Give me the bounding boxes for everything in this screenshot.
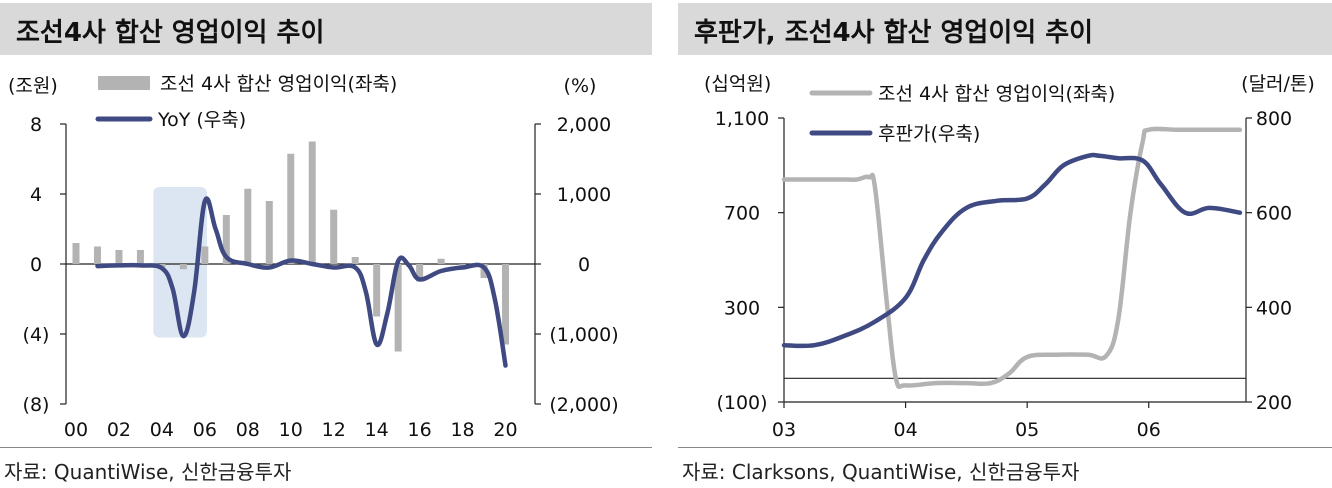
bar-operating-profit [502, 264, 510, 345]
x-tick-label: 14 [365, 419, 389, 441]
right-title-bar: 후판가, 조선4사 합산 영업이익 추이 [678, 3, 1332, 55]
bar-operating-profit [72, 243, 80, 264]
line-yoy [95, 196, 508, 368]
legend-label-profit: 조선 4사 합산 영업이익(좌축) [878, 83, 1115, 105]
legend-swatch-bar [98, 76, 150, 90]
x-tick-label: 05 [1015, 419, 1039, 441]
right-footer-divider [678, 447, 1332, 448]
bar-operating-profit [93, 246, 101, 264]
y-right-tick-label: (2,000) [549, 394, 618, 416]
bar-operating-profit [244, 188, 252, 264]
left-title-bar: 조선4사 합산 영업이익 추이 [0, 3, 652, 55]
y-right-tick-label: 2,000 [557, 114, 611, 136]
x-tick-label: 04 [150, 419, 174, 441]
x-tick-label: 08 [236, 419, 260, 441]
legend-label-line: YoY (우축) [157, 109, 246, 131]
y-left-tick-label: (100) [716, 392, 767, 414]
y-right-unit: (%) [564, 75, 597, 97]
y-right-tick-label: 1,000 [557, 184, 611, 206]
y-left-tick-label: 700 [724, 203, 760, 225]
x-tick-label: 04 [893, 419, 917, 441]
bar-operating-profit [480, 264, 488, 278]
bar-operating-profit [136, 250, 144, 264]
right-chart-title: 후판가, 조선4사 합산 영업이익 추이 [694, 18, 1094, 48]
line-operating-profit [781, 126, 1243, 390]
y-left-tick-label: 0 [30, 254, 42, 276]
y-left-tick-label: 4 [30, 184, 42, 206]
x-tick-label: 06 [1137, 419, 1161, 441]
x-tick-label: 02 [107, 419, 131, 441]
bar-operating-profit [416, 264, 424, 282]
x-tick-label: 16 [408, 419, 432, 441]
y-right-tick-label: 0 [578, 254, 590, 276]
y-left-tick-label: 300 [724, 297, 760, 319]
x-tick-label: 20 [493, 419, 517, 441]
y-left-unit: (십억원) [704, 73, 771, 95]
x-tick-label: 18 [450, 419, 474, 441]
bar-operating-profit [287, 153, 295, 264]
bar-operating-profit [265, 201, 273, 264]
y-left-tick-label: (8) [23, 394, 50, 416]
y-right-unit: (달러/톤) [1241, 73, 1315, 95]
x-tick-label: 12 [322, 419, 346, 441]
bar-operating-profit [179, 264, 187, 270]
legend-label-plate: 후판가(우축) [878, 123, 980, 145]
left-footer-divider [0, 447, 652, 448]
y-right-tick-label: 200 [1256, 392, 1292, 414]
y-right-tick-label: 800 [1256, 108, 1292, 130]
x-tick-label: 03 [772, 419, 796, 441]
x-tick-label: 10 [279, 419, 303, 441]
right-chart-panel: 후판가, 조선4사 합산 영업이익 추이 1,100 700 300 (100) 800… [678, 0, 1332, 488]
line-plate-price [781, 152, 1243, 349]
bar-operating-profit [330, 209, 338, 264]
left-source-note: 자료: QuantiWise, 신한금융투자 [4, 460, 292, 484]
x-tick-label: 06 [193, 419, 217, 441]
left-chart-panel: 조선4사 합산 영업이익 추이 8 4 0 (4) (8) 2,000 1,000 0 (1,0… [0, 0, 652, 488]
y-right-tick-label: (1,000) [549, 324, 618, 346]
bar-operating-profit [222, 215, 230, 264]
bar-operating-profit [201, 246, 209, 264]
bar-operating-profit [373, 264, 381, 317]
bar-operating-profit [351, 257, 359, 264]
y-right-tick-label: 400 [1256, 297, 1292, 319]
y-left-tick-label: 8 [30, 114, 42, 136]
y-right-tick-label: 600 [1256, 203, 1292, 225]
bar-operating-profit [115, 250, 123, 264]
bar-operating-profit [437, 258, 445, 264]
right-chart: 1,100 700 300 (100) 800 600 400 200 03 04 05 06 (십억원… [704, 73, 1315, 441]
bar-operating-profit [394, 264, 402, 352]
y-left-tick-label: (4) [23, 324, 50, 346]
right-source-note: 자료: Clarksons, QuantiWise, 신한금융투자 [682, 460, 1080, 484]
y-left-tick-label: 1,100 [715, 108, 769, 130]
left-chart-title: 조선4사 합산 영업이익 추이 [16, 18, 325, 48]
y-left-unit: (조원) [8, 75, 58, 97]
legend-label-bar: 조선 4사 합산 영업이익(좌축) [160, 73, 397, 95]
bar-operating-profit [308, 141, 316, 264]
left-chart: 8 4 0 (4) (8) 2,000 1,000 0 (1,000) (2,000) 00 02 04… [8, 73, 619, 441]
x-tick-label: 00 [64, 419, 88, 441]
